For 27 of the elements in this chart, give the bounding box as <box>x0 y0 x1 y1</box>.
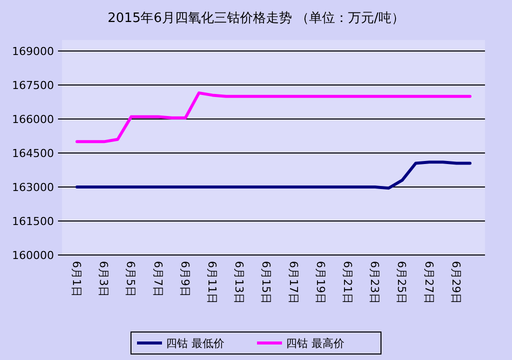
legend-label: 四钴 最高价 <box>286 337 344 350</box>
x-tick-label: 6月3日 <box>97 261 110 297</box>
x-tick-label: 6月5日 <box>124 261 138 297</box>
x-tick-label: 6月19日 <box>314 261 327 304</box>
x-tick-label: 6月25日 <box>395 261 408 304</box>
y-tick-label: 161500 <box>12 215 54 228</box>
y-tick-label: 167500 <box>12 79 54 92</box>
line-series <box>76 91 472 144</box>
legend-label: 四钴 最低价 <box>166 337 224 350</box>
x-tick-label: 6月23日 <box>368 261 382 304</box>
x-tick-label: 6月29日 <box>449 261 462 304</box>
x-tick-label: 6月7日 <box>151 261 164 297</box>
x-tick-label: 6月11日 <box>206 261 219 304</box>
y-tick-label: 163000 <box>12 181 54 194</box>
y-tick-label: 169000 <box>12 45 54 58</box>
x-tick-label: 6月27日 <box>422 261 436 304</box>
line-series <box>76 160 472 190</box>
y-tick-label: 166000 <box>12 113 54 126</box>
y-tick-label: 164500 <box>12 147 54 160</box>
x-tick-label: 6月17日 <box>286 261 300 304</box>
x-tick-label: 6月9日 <box>178 261 192 297</box>
chart-title: 2015年6月四氧化三钴价格走势 （单位：万元/吨） <box>108 11 404 26</box>
y-tick-label: 160000 <box>12 249 54 262</box>
x-tick-label: 6月13日 <box>232 261 246 304</box>
x-tick-label: 6月21日 <box>341 261 354 304</box>
x-tick-label: 6月1日 <box>70 261 83 297</box>
x-tick-label: 6月15日 <box>260 261 273 304</box>
